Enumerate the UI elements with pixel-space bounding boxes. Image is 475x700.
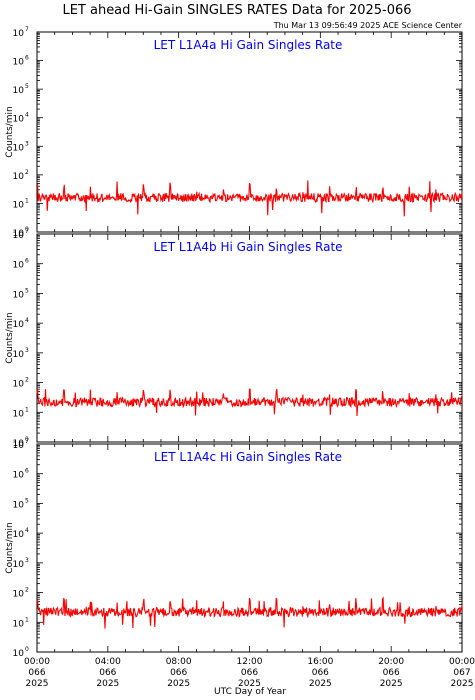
- y-tick-exponent: 1: [25, 616, 29, 623]
- chart-title: LET ahead Hi-Gain SINGLES RATES Data for…: [62, 3, 411, 18]
- y-tick-label: 10: [13, 200, 25, 210]
- x-tick-label: 08:00: [166, 657, 192, 667]
- y-tick-exponent: 1: [25, 197, 29, 204]
- y-tick-label: 10: [13, 86, 25, 96]
- y-tick-exponent: 5: [25, 497, 29, 504]
- y-tick-label: 10: [13, 231, 25, 241]
- y-tick-label: 10: [13, 115, 25, 125]
- x-tick-label: 16:00: [307, 657, 333, 667]
- y-tick-label: 10: [13, 172, 25, 182]
- x-tick-label: 2025: [309, 679, 332, 689]
- y-tick-label: 10: [13, 560, 25, 570]
- y-tick-exponent: 7: [25, 228, 29, 235]
- y-tick-label: 10: [13, 229, 25, 239]
- y-tick-exponent: 6: [25, 55, 29, 62]
- x-tick-label: 066: [99, 668, 116, 678]
- y-tick-exponent: 0: [25, 436, 29, 443]
- x-tick-label: 2025: [380, 679, 403, 689]
- y-tick-exponent: 6: [25, 258, 29, 265]
- y-tick-label: 10: [13, 29, 25, 39]
- y-tick-exponent: 3: [25, 140, 29, 147]
- x-tick-label: 066: [312, 668, 329, 678]
- x-tick-label: 066: [383, 668, 400, 678]
- plot-frame: [36, 31, 463, 233]
- y-tick-exponent: 6: [25, 468, 29, 475]
- y-tick-label: 10: [13, 590, 25, 600]
- panel-title: LET L1A4a Hi Gain Singles Rate: [154, 38, 343, 52]
- panel-title: LET L1A4c Hi Gain Singles Rate: [154, 450, 342, 464]
- plot-frame: [36, 443, 463, 653]
- y-tick-exponent: 0: [25, 226, 29, 233]
- x-tick-label: 20:00: [378, 657, 404, 667]
- y-tick-label: 10: [13, 619, 25, 629]
- y-tick-exponent: 7: [25, 438, 29, 445]
- y-axis-label: Counts/min: [5, 522, 15, 573]
- y-tick-exponent: 4: [25, 317, 29, 324]
- y-tick-label: 10: [13, 441, 25, 451]
- y-tick-label: 10: [13, 500, 25, 510]
- x-tick-label: 2025: [96, 679, 119, 689]
- x-tick-label: 00:00: [449, 657, 475, 667]
- y-tick-label: 10: [13, 439, 25, 449]
- y-tick-label: 10: [13, 530, 25, 540]
- x-tick-label: 2025: [167, 679, 190, 689]
- x-tick-label: 04:00: [95, 657, 121, 667]
- x-tick-label: 12:00: [237, 657, 263, 667]
- x-tick-label: 067: [453, 668, 470, 678]
- x-axis-label: UTC Day of Year: [214, 687, 286, 697]
- y-tick-exponent: 4: [25, 527, 29, 534]
- series-line: [36, 180, 463, 217]
- x-tick-label: 2025: [238, 679, 261, 689]
- y-tick-exponent: 2: [25, 587, 29, 594]
- y-tick-label: 10: [13, 320, 25, 330]
- y-tick-exponent: 7: [25, 26, 29, 33]
- x-tick-label: 066: [28, 668, 45, 678]
- y-tick-exponent: 5: [25, 287, 29, 294]
- y-axis-label: Counts/min: [5, 312, 15, 363]
- y-tick-label: 10: [13, 58, 25, 68]
- y-tick-label: 10: [13, 143, 25, 153]
- timestamp: Thu Mar 13 09:56:49 2025 ACE Science Cen…: [273, 21, 463, 30]
- y-tick-exponent: 3: [25, 347, 29, 354]
- y-tick-exponent: 2: [25, 377, 29, 384]
- y-tick-label: 10: [13, 409, 25, 419]
- x-tick-label: 2025: [451, 679, 474, 689]
- x-tick-label: 066: [241, 668, 258, 678]
- x-tick-label: 066: [170, 668, 187, 678]
- y-tick-exponent: 4: [25, 112, 29, 119]
- panel-title: LET L1A4b Hi Gain Singles Rate: [153, 240, 342, 254]
- y-tick-label: 10: [13, 649, 25, 659]
- x-tick-label: 2025: [26, 679, 49, 689]
- y-tick-label: 10: [13, 471, 25, 481]
- y-tick-exponent: 2: [25, 169, 29, 176]
- y-tick-label: 10: [13, 290, 25, 300]
- series-line: [36, 388, 463, 417]
- x-tick-label: 00:00: [24, 657, 50, 667]
- plot-frame: [36, 233, 463, 443]
- y-tick-exponent: 3: [25, 557, 29, 564]
- series-line: [36, 596, 463, 629]
- y-tick-label: 10: [13, 380, 25, 390]
- y-tick-exponent: 0: [25, 646, 29, 653]
- y-tick-exponent: 5: [25, 83, 29, 90]
- y-tick-exponent: 1: [25, 406, 29, 413]
- y-axis-label: Counts/min: [5, 106, 15, 157]
- y-tick-label: 10: [13, 261, 25, 271]
- y-tick-label: 10: [13, 350, 25, 360]
